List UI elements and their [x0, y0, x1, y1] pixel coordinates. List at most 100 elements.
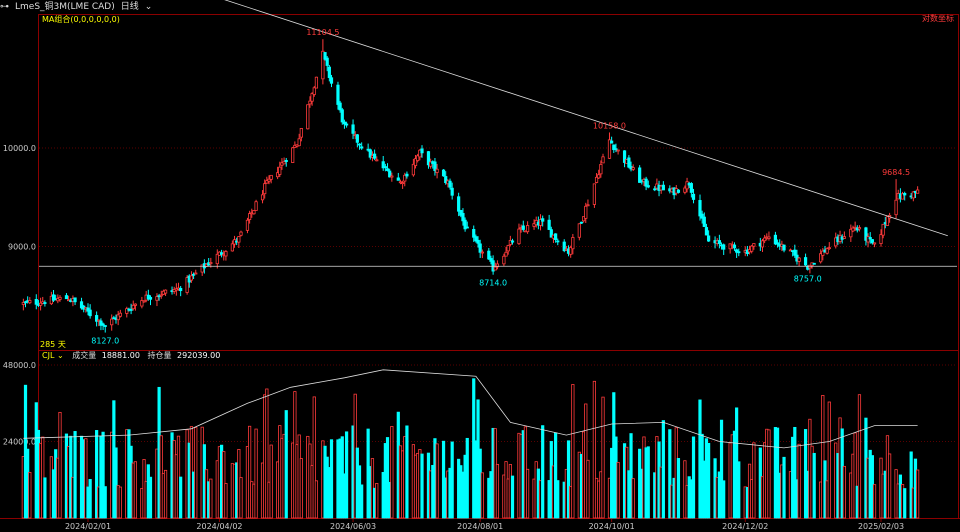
volume-bar — [103, 486, 107, 519]
candle-body — [325, 57, 329, 66]
volume-bar — [571, 384, 575, 519]
candle-body — [284, 160, 288, 163]
candle-body — [752, 243, 756, 247]
candle-body — [554, 233, 558, 240]
candle-body — [480, 251, 484, 254]
volume-bar — [812, 452, 816, 519]
volume-bar — [719, 419, 724, 519]
candle-body — [521, 225, 525, 230]
candle-body — [577, 223, 581, 238]
candle-body — [763, 237, 767, 242]
candle-body — [885, 216, 890, 226]
volume-bar — [420, 453, 424, 519]
candle-body — [450, 187, 454, 196]
candle-body — [179, 287, 183, 292]
candle-body — [282, 161, 286, 165]
high-annotation: 9684.5 — [882, 168, 910, 177]
candle-body — [189, 275, 194, 281]
ma-label[interactable]: MA组合(0,0,0,0,0,0) — [42, 14, 120, 24]
volume-bar — [133, 461, 138, 519]
candle-body — [517, 228, 521, 245]
candle-body — [118, 312, 122, 317]
candle-body — [312, 87, 316, 95]
candle-body — [43, 302, 47, 304]
candle-body — [357, 143, 362, 146]
x-tick-label: 2024/12/02 — [722, 522, 768, 531]
candle-body — [209, 262, 213, 264]
candle-body — [627, 157, 631, 168]
log-scale-button[interactable]: 对数坐标 — [922, 13, 954, 23]
volume-bar — [88, 479, 92, 519]
candle-body — [448, 180, 452, 188]
candle-body — [767, 236, 771, 239]
volume-bar — [28, 471, 32, 519]
volume-bar — [265, 388, 269, 519]
candle-body — [125, 308, 129, 314]
volume-bar — [797, 443, 801, 519]
candle-body — [51, 294, 56, 301]
candle-body — [601, 156, 605, 164]
candle-body — [569, 247, 573, 255]
x-tick-label: 2024/10/01 — [589, 522, 635, 531]
candle-body — [385, 168, 390, 171]
candle-body — [495, 263, 500, 268]
low-annotation: 8714.0 — [479, 279, 507, 288]
volume-bar — [390, 426, 394, 519]
candle-body — [140, 300, 144, 307]
period-selector[interactable]: 日线 ⌄ — [121, 2, 159, 12]
candle-body — [131, 304, 135, 310]
volume-bar — [194, 427, 198, 519]
volume-bar — [314, 480, 319, 519]
candle-body — [461, 213, 465, 222]
candle-body — [592, 183, 596, 205]
volume-bar — [872, 484, 877, 519]
candle-body — [403, 174, 407, 182]
volume-bar — [646, 446, 650, 519]
candle-body — [23, 301, 28, 304]
volume-bar — [601, 396, 605, 519]
volume-bar — [853, 432, 857, 519]
chevron-down-icon: ⌄ — [144, 2, 153, 12]
candle-body — [129, 309, 133, 311]
candle-body — [506, 245, 510, 252]
volume-label: 成交量 — [72, 350, 96, 360]
symbol-name[interactable]: LmeS_铜3M(LME CAD) — [15, 2, 115, 12]
period-label: 日线 — [120, 2, 139, 12]
candle-body — [388, 170, 392, 178]
candle-body — [812, 262, 816, 265]
volume-bar — [284, 410, 288, 519]
candle-body — [463, 219, 467, 230]
candle-body — [336, 84, 340, 105]
volume-bar — [179, 476, 183, 519]
candle-body — [58, 296, 62, 300]
candle-body — [717, 240, 721, 244]
high-annotation: 11104.5 — [306, 28, 339, 37]
trendline — [224, 0, 948, 237]
volume-bar — [782, 456, 786, 519]
candle-body — [478, 243, 482, 253]
volume-bar — [43, 477, 47, 519]
candle-body — [269, 174, 273, 180]
volume-tick-label: 24000.0 — [3, 438, 36, 447]
volume-bar — [510, 475, 515, 519]
volume-header: CJL ⌄ 成交量 18881.00 持仓量 292039.00 — [42, 350, 220, 360]
candle-body — [457, 196, 461, 212]
candle-body — [683, 187, 687, 193]
link-icon[interactable]: ⊶ — [0, 2, 9, 12]
candle-body — [314, 76, 319, 89]
x-tick-label: 2024/08/01 — [457, 522, 503, 531]
candle-body — [594, 176, 599, 183]
low-annotation: 8127.0 — [91, 337, 119, 346]
volume-bar — [827, 401, 831, 519]
volume-bar — [857, 394, 862, 519]
candle-body — [237, 236, 241, 243]
candle-body — [760, 240, 765, 248]
volume-bar — [767, 429, 771, 519]
candle-body — [86, 307, 90, 312]
candle-body — [245, 219, 250, 231]
volume-bar — [631, 478, 635, 519]
candle-body — [185, 277, 189, 293]
candle-body — [103, 325, 107, 327]
candle-body — [323, 52, 327, 60]
